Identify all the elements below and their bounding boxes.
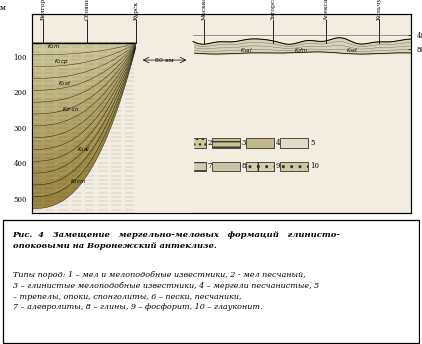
Text: $K_2m$: $K_2m$	[47, 42, 60, 51]
Bar	[281, 162, 308, 171]
Polygon shape	[32, 46, 136, 181]
Text: 4: 4	[276, 139, 280, 147]
Bar	[246, 138, 274, 148]
Polygon shape	[32, 44, 136, 112]
Polygon shape	[32, 44, 136, 126]
Text: 3: 3	[242, 139, 246, 147]
Text: 10: 10	[310, 162, 319, 171]
Text: 7: 7	[208, 162, 212, 171]
Bar	[246, 162, 274, 171]
Text: Москва: Москва	[202, 0, 207, 20]
Text: 80 км: 80 км	[155, 57, 174, 63]
Bar	[178, 138, 206, 148]
Text: $K_2st$: $K_2st$	[346, 46, 359, 55]
Text: Рис.  4   Замещение   мергельно-меловых   формаций   глинисто-
опоковыми на Воро: Рис. 4 Замещение мергельно-меловых форма…	[13, 231, 341, 250]
Polygon shape	[32, 45, 136, 140]
Text: 1: 1	[173, 139, 178, 147]
Polygon shape	[32, 46, 136, 195]
Text: $K_2t$-$cn$: $K_2t$-$cn$	[62, 106, 80, 115]
Polygon shape	[32, 43, 136, 57]
Polygon shape	[32, 44, 136, 84]
Bar	[143, 162, 171, 171]
Text: Типы пород: 1 – мел и мелоподобные известники, 2 - мел песчаный,
3 – глинистые м: Типы пород: 1 – мел и мелоподобные извес…	[13, 271, 319, 311]
Text: 5: 5	[310, 139, 314, 147]
Bar	[143, 138, 171, 148]
Text: Обоянь: Обоянь	[84, 0, 89, 20]
Text: 2: 2	[208, 139, 212, 147]
Polygon shape	[32, 43, 136, 71]
Text: Загорск: Загорск	[271, 0, 275, 20]
Text: 8: 8	[242, 162, 246, 171]
Polygon shape	[32, 43, 136, 210]
Bar	[212, 138, 240, 148]
Bar	[178, 162, 206, 171]
Text: $K_2cm$: $K_2cm$	[70, 177, 86, 186]
Text: 6: 6	[173, 162, 178, 171]
Text: $K_2st$: $K_2st$	[58, 79, 72, 88]
FancyBboxPatch shape	[3, 220, 419, 343]
Polygon shape	[32, 45, 136, 153]
Polygon shape	[32, 45, 136, 167]
Text: Белгород: Белгород	[41, 0, 46, 20]
Text: Курск: Курск	[134, 1, 138, 20]
Text: $K_1al$: $K_1al$	[77, 145, 90, 154]
Text: $K_2fm$: $K_2fm$	[294, 46, 308, 55]
Text: $K_2cp$: $K_2cp$	[54, 57, 69, 66]
Text: 9: 9	[276, 162, 280, 171]
Polygon shape	[32, 44, 136, 98]
Text: Александров: Александров	[323, 0, 329, 20]
Bar	[281, 138, 308, 148]
Text: м: м	[0, 4, 6, 12]
Bar	[212, 162, 240, 171]
Text: $K_1al$: $K_1al$	[240, 46, 252, 55]
Text: Кольчугино: Кольчугино	[377, 0, 381, 20]
Polygon shape	[32, 46, 136, 209]
